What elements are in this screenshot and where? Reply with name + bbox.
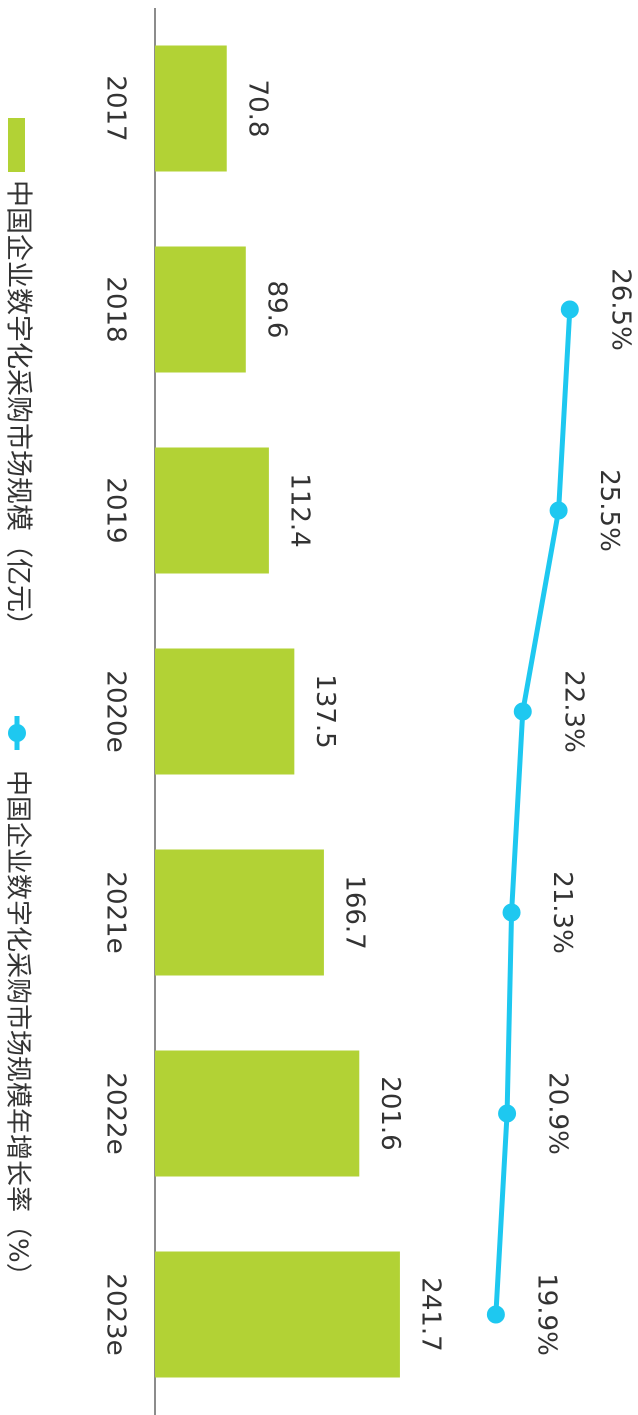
x-tick-label: 2023e: [101, 1273, 131, 1355]
bar: [154, 45, 227, 172]
rotated-frame: 2017 2018 2019 2020e 2021e 2022e 2023e 70.8 89.6…: [3, 8, 635, 1415]
legend-swatch: [8, 118, 25, 172]
bar: [155, 246, 246, 373]
value-label: 19.9%: [531, 1273, 561, 1356]
value-label: 20.9%: [543, 1072, 573, 1155]
value-label: 70.8: [242, 80, 272, 138]
bar: [155, 849, 324, 976]
bar: [155, 1050, 360, 1177]
value-label: 26.5%: [605, 268, 635, 351]
line-point: [560, 300, 579, 319]
line-point: [498, 1104, 517, 1123]
x-tick-label: 2018: [101, 276, 131, 342]
bar: [155, 447, 269, 574]
value-label: 241.7: [415, 1277, 445, 1351]
line-point: [549, 501, 568, 520]
bar: [155, 1251, 400, 1378]
line-point: [513, 702, 532, 721]
value-label: 137.5: [310, 674, 340, 748]
x-tick-label: 2019: [101, 477, 131, 543]
line-point: [502, 903, 521, 922]
legend-marker: [8, 724, 26, 742]
value-label: 166.7: [339, 875, 369, 949]
value-label: 89.6: [261, 281, 291, 339]
value-label: 25.5%: [594, 469, 624, 552]
line: [493, 309, 573, 1315]
x-tick-label: 2017: [101, 75, 131, 141]
legend-label: 中国企业数字化采购市场规模（亿元）: [3, 180, 34, 639]
legend-label: 中国企业数字化采购市场规模年增长率（%）: [3, 770, 33, 1289]
value-label: 21.3%: [547, 871, 577, 954]
x-tick-label: 2021e: [101, 871, 131, 953]
x-tick-label: 2022e: [101, 1072, 131, 1154]
x-tick-label: 2020e: [101, 670, 131, 752]
bar: [155, 648, 295, 775]
value-label: 112.4: [284, 473, 314, 547]
line-point: [486, 1305, 505, 1324]
value-label: 201.6: [375, 1076, 405, 1150]
value-label: 22.3%: [558, 670, 588, 753]
